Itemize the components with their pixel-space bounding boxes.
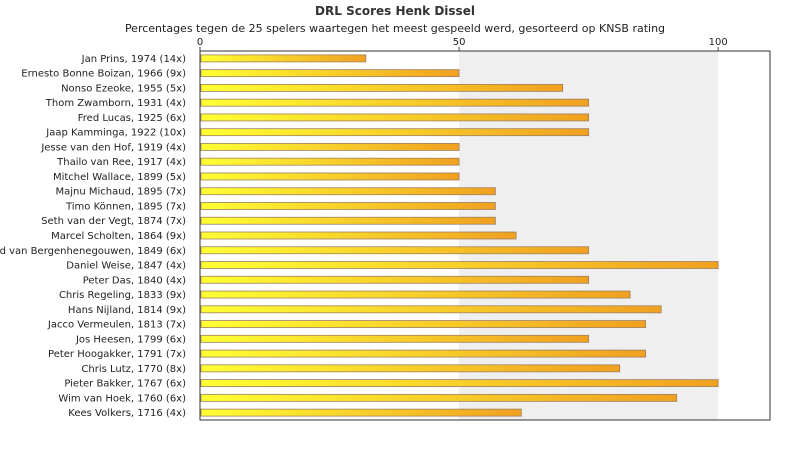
category-label: Majnu Michaud, 1895 (7x) [55, 187, 186, 198]
category-label: Sjoerd van Bergenhenegouwen, 1849 (6x) [0, 246, 186, 257]
category-label: Mitchel Wallace, 1899 (5x) [53, 172, 186, 183]
category-label: Thom Zwamborn, 1931 (4x) [45, 98, 186, 109]
x-tick-label: 100 [709, 37, 728, 48]
bar [200, 334, 590, 343]
chart-title: DRL Scores Henk Dissel [315, 4, 475, 18]
category-label: Timo Können, 1895 (7x) [65, 201, 186, 212]
category-label: Peter Hoogakker, 1791 (7x) [48, 349, 186, 360]
bar [200, 202, 496, 210]
category-label: Chris Regeling, 1833 (9x) [59, 290, 186, 301]
category-label: Nonso Ezeoke, 1955 (5x) [61, 83, 186, 94]
bar [200, 172, 460, 181]
bar [200, 231, 517, 240]
bar [200, 320, 647, 328]
plot-frame [199, 50, 771, 421]
category-label: Pieter Bakker, 1767 (6x) [64, 379, 186, 390]
bar [200, 98, 590, 107]
category-label: Chris Lutz, 1770 (8x) [81, 364, 186, 375]
x-tick-label: 0 [197, 37, 203, 48]
bar [200, 408, 522, 417]
bar [200, 393, 678, 402]
category-label: Hans Nijland, 1814 (9x) [68, 305, 186, 316]
chart-subtitle: Percentages tegen de 25 spelers waartege… [124, 22, 666, 35]
bar [200, 261, 719, 269]
bar [200, 157, 460, 166]
category-label: Ernesto Bonne Boizan, 1966 (9x) [21, 69, 186, 80]
bar [200, 349, 647, 358]
bar [200, 246, 590, 255]
category-label: Kees Volkers, 1716 (4x) [68, 408, 186, 419]
bar [200, 379, 719, 388]
category-label: Marcel Scholten, 1864 (9x) [51, 231, 186, 242]
bar [200, 69, 460, 78]
category-label: Peter Das, 1840 (4x) [83, 275, 186, 286]
bar [200, 113, 590, 122]
bar [200, 128, 590, 137]
bar [200, 216, 496, 225]
bar [200, 54, 367, 63]
x-tick-label: 50 [453, 37, 466, 48]
category-label: Jaap Kamminga, 1922 (10x) [45, 128, 186, 139]
category-label: Jos Heesen, 1799 (6x) [75, 334, 186, 345]
category-label: Jesse van den Hof, 1919 (4x) [40, 142, 186, 153]
bar [200, 305, 662, 314]
bar [200, 275, 590, 284]
category-label: Daniel Weise, 1847 (4x) [66, 261, 186, 272]
category-label: Thailo van Ree, 1917 (4x) [56, 157, 186, 168]
plot-band [718, 51, 770, 420]
bar [200, 187, 496, 196]
category-label: Fred Lucas, 1925 (6x) [78, 113, 186, 124]
category-label: Wim van Hoek, 1760 (6x) [58, 393, 186, 404]
bar [200, 143, 460, 151]
bar [200, 84, 564, 92]
category-label: Jan Prins, 1974 (14x) [81, 54, 186, 65]
category-label: Seth van der Vegt, 1874 (7x) [41, 216, 186, 227]
bar [200, 364, 621, 373]
bar [200, 290, 631, 299]
category-label: Jacco Vermeulen, 1813 (7x) [47, 320, 186, 331]
